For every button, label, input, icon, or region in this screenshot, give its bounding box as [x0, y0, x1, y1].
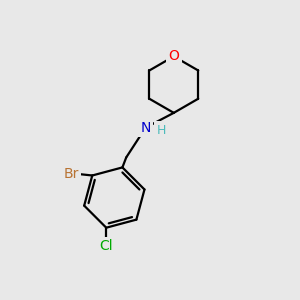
Text: Cl: Cl	[99, 239, 113, 253]
Text: N: N	[140, 121, 151, 135]
Text: O: O	[168, 50, 179, 63]
Text: Br: Br	[63, 167, 79, 181]
Text: H: H	[156, 124, 166, 136]
